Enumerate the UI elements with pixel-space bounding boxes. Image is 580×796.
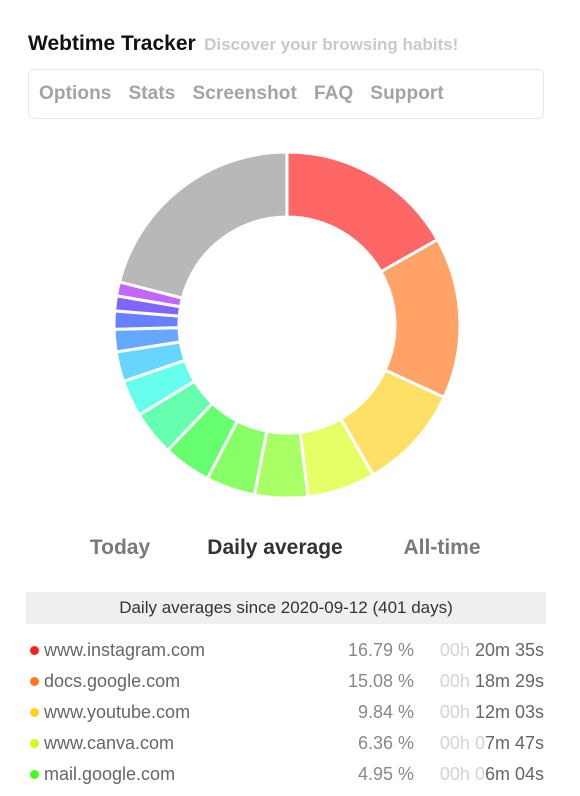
tab-all-time[interactable]: All-time [403,536,481,559]
site-domain: mail.google.com [44,764,176,784]
app-tagline: Discover your browsing habits! [204,35,459,54]
site-domain: www.instagram.com [44,640,206,660]
site-color-dot [30,739,39,748]
site-time-hours: 00h [439,640,475,660]
site-time-hours: 00h [439,733,475,753]
site-color-dot [30,770,39,779]
site-percent: 9.84 % [357,702,414,722]
summary-bar: Daily averages since 2020-09-12 (401 day… [26,592,546,624]
site-row[interactable]: mail.google.com 4.95 % 00h 06m 04s [28,759,544,790]
site-percent: 15.08 % [347,671,414,691]
period-tabs: Today Daily average All-time [0,536,580,566]
donut-chart [112,150,462,500]
site-list: www.instagram.com 16.79 % 00h 20m 35s do… [28,635,544,790]
site-time-value: 18m 29s [474,671,544,691]
donut-slice[interactable] [117,150,289,300]
nav-stats-link[interactable]: Stats [128,83,176,104]
site-color-dot [30,708,39,717]
site-row[interactable]: www.youtube.com 9.84 % 00h 12m 03s [28,697,544,728]
site-row[interactable]: www.instagram.com 16.79 % 00h 20m 35s [28,635,544,666]
site-time: 00h 12m 03s [440,697,544,728]
site-percent: 4.95 % [357,764,414,784]
site-time-value: 6m 04s [484,764,544,784]
site-time-hours: 00h [439,671,475,691]
site-time-value: 12m 03s [474,702,544,722]
tab-daily-average[interactable]: Daily average [207,536,343,559]
site-time: 00h 06m 04s [440,759,544,790]
site-time-zero: 0 [474,764,485,784]
site-time-value: 20m 35s [474,640,544,660]
site-domain: www.canva.com [44,733,175,753]
app-title: Webtime Tracker [28,32,196,55]
nav-support-link[interactable]: Support [370,83,444,104]
site-domain: www.youtube.com [44,702,191,722]
site-time: 00h 20m 35s [440,635,544,666]
site-color-dot [30,677,39,686]
nav-bar: Options Stats Screenshot FAQ Support [28,69,544,119]
site-percent: 6.36 % [357,733,414,753]
nav-options-link[interactable]: Options [39,83,112,104]
tab-today[interactable]: Today [89,536,151,559]
site-row[interactable]: docs.google.com 15.08 % 00h 18m 29s [28,666,544,697]
site-row[interactable]: www.canva.com 6.36 % 00h 07m 47s [28,728,544,759]
site-domain: docs.google.com [44,671,181,691]
nav-screenshot-link[interactable]: Screenshot [192,83,297,104]
site-time: 00h 07m 47s [440,728,544,759]
site-color-dot [30,646,39,655]
nav-faq-link[interactable]: FAQ [313,83,354,104]
donut-chart-svg [112,150,462,500]
site-time-zero: 0 [474,733,485,753]
site-time-value: 7m 47s [484,733,544,753]
site-time-hours: 00h [439,702,475,722]
site-time-hours: 00h [439,764,475,784]
site-time: 00h 18m 29s [440,666,544,697]
header: Webtime Tracker Discover your browsing h… [28,32,458,56]
summary-text: Daily averages since 2020-09-12 (401 day… [119,598,453,617]
site-percent: 16.79 % [347,640,414,660]
